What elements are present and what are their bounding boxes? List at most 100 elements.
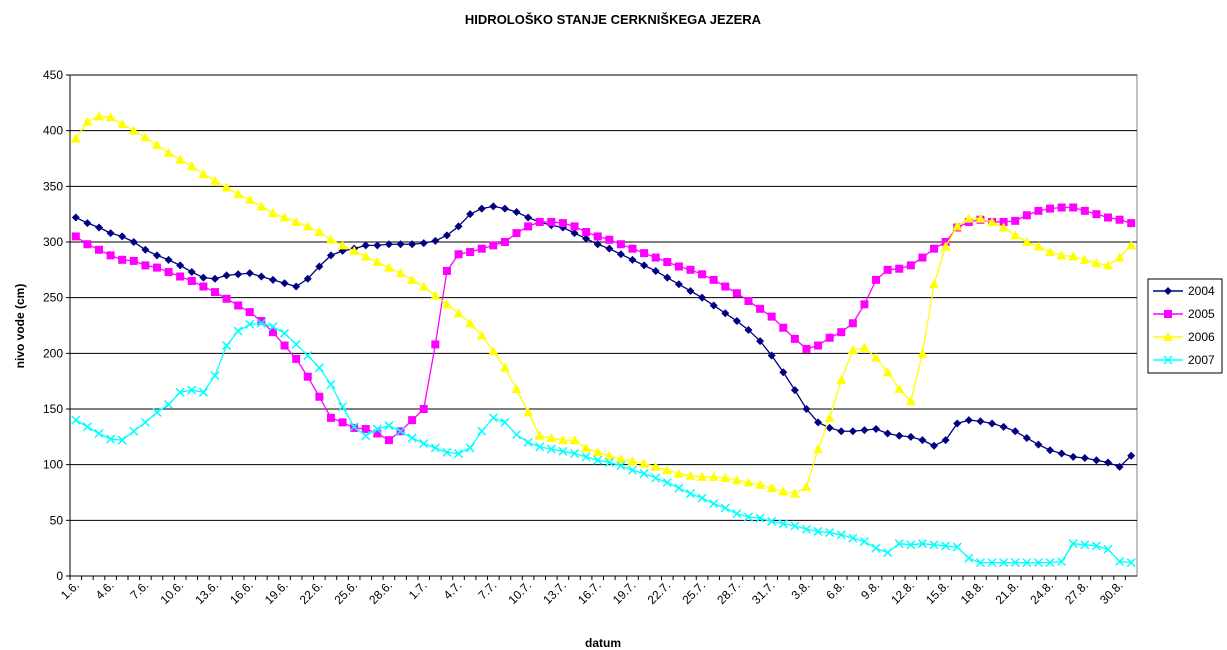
data-point — [199, 282, 208, 291]
data-point — [291, 216, 302, 226]
data-point — [801, 481, 812, 491]
data-point — [395, 268, 406, 278]
data-point — [1126, 240, 1137, 250]
data-point — [442, 266, 451, 275]
data-point — [152, 407, 162, 417]
data-point — [744, 297, 753, 306]
data-point — [825, 333, 834, 342]
data-point — [859, 342, 870, 352]
data-point — [315, 392, 324, 401]
data-point — [698, 270, 707, 279]
legend-box — [1147, 278, 1223, 374]
y-tick-label: 350 — [43, 179, 63, 193]
data-point — [466, 248, 475, 257]
data-point — [210, 274, 219, 283]
data-point — [280, 341, 289, 350]
data-point — [303, 372, 312, 381]
data-point — [106, 251, 115, 260]
data-point — [1068, 539, 1078, 549]
data-point — [1021, 237, 1032, 246]
data-point — [848, 319, 857, 328]
data-point — [882, 367, 893, 377]
data-point — [674, 280, 683, 289]
data-point — [975, 213, 986, 223]
data-point — [372, 257, 383, 267]
y-tick-label: 200 — [43, 346, 63, 360]
data-point — [454, 222, 463, 231]
data-point — [222, 294, 231, 303]
data-point — [837, 427, 846, 436]
data-point — [373, 241, 382, 250]
data-point — [941, 541, 951, 551]
data-point — [535, 217, 544, 226]
data-point — [872, 425, 881, 434]
data-point — [546, 444, 556, 454]
data-point — [593, 232, 602, 241]
data-point — [1080, 453, 1089, 462]
data-point — [848, 533, 858, 543]
data-point — [883, 548, 893, 558]
data-point — [847, 344, 858, 354]
data-point — [836, 375, 847, 385]
data-point — [268, 328, 277, 337]
data-point — [941, 436, 950, 445]
data-point — [871, 543, 881, 553]
legend-marker — [1163, 332, 1173, 341]
data-point — [709, 301, 718, 310]
data-point — [302, 221, 313, 231]
data-point — [384, 421, 394, 431]
data-point — [640, 261, 649, 270]
data-point — [906, 432, 915, 441]
data-point — [859, 536, 869, 547]
data-point — [616, 240, 625, 249]
data-point — [1033, 241, 1044, 251]
data-point — [209, 175, 220, 185]
data-point — [430, 443, 440, 453]
data-point — [118, 232, 127, 241]
data-point — [1091, 541, 1101, 551]
data-point — [164, 268, 173, 277]
data-point — [349, 245, 360, 255]
data-point — [163, 147, 174, 157]
data-point — [1057, 449, 1066, 458]
y-tick-label: 250 — [43, 291, 63, 305]
data-point — [1010, 230, 1021, 240]
data-point — [883, 429, 892, 438]
data-point — [709, 499, 719, 509]
data-point — [872, 275, 881, 284]
data-point — [999, 422, 1008, 431]
data-point — [814, 341, 823, 350]
data-point — [524, 213, 533, 222]
data-point — [1092, 210, 1101, 219]
data-point — [930, 244, 939, 253]
data-point — [1045, 247, 1056, 257]
data-point — [1022, 558, 1032, 568]
data-point — [94, 428, 104, 439]
y-axis-title: nivo vode (cm) — [13, 284, 27, 369]
data-point — [663, 258, 672, 267]
data-point — [314, 363, 324, 373]
data-point — [569, 435, 580, 445]
data-point — [755, 479, 766, 489]
data-point — [361, 241, 370, 250]
data-point — [604, 450, 615, 460]
data-point — [82, 116, 93, 126]
data-point — [383, 262, 394, 272]
data-point — [674, 483, 684, 493]
data-point — [1103, 260, 1114, 270]
data-point — [151, 140, 162, 150]
data-point — [418, 281, 429, 291]
data-point — [766, 483, 777, 493]
data-point — [477, 204, 486, 213]
data-point — [721, 309, 730, 318]
data-point — [360, 251, 371, 261]
data-point — [267, 208, 278, 218]
data-point — [488, 413, 498, 423]
data-point — [175, 387, 185, 397]
data-point — [326, 413, 335, 422]
data-point — [337, 240, 348, 250]
data-point — [1011, 216, 1020, 225]
data-point — [453, 308, 464, 318]
data-point — [1056, 250, 1067, 260]
data-point — [82, 422, 92, 432]
